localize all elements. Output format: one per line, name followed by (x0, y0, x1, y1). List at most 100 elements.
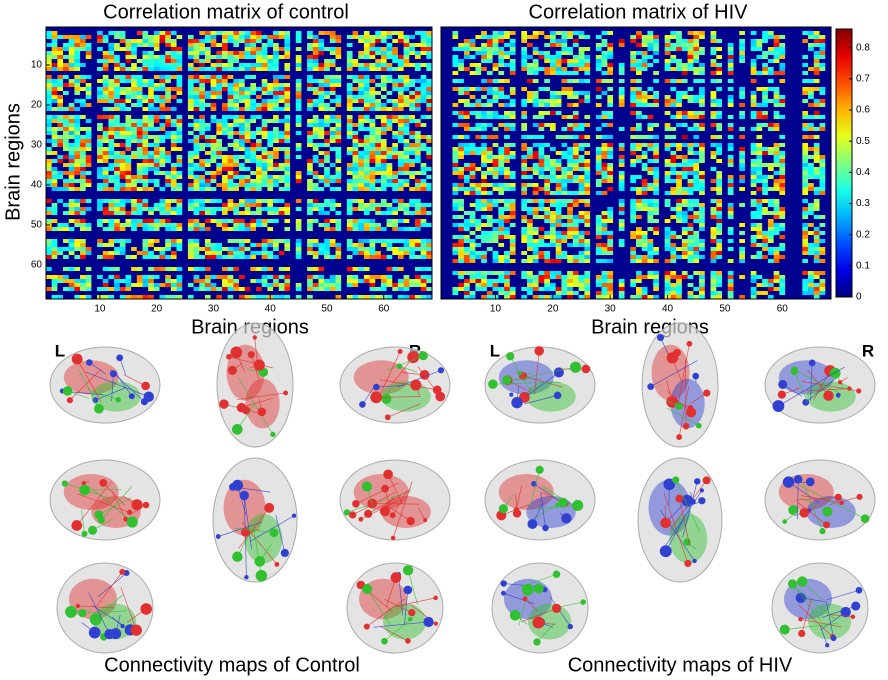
heatmap-cell (148, 111, 155, 116)
heatmap-cell (278, 255, 285, 260)
heatmap-cell (420, 275, 427, 280)
heatmap-cell (204, 47, 211, 52)
heatmap-cell (97, 111, 104, 116)
heatmap-cell (68, 227, 75, 232)
heatmap-cell (57, 195, 64, 200)
heatmap-cell (352, 147, 359, 152)
heatmap-cell (284, 163, 291, 168)
heatmap-cell (91, 255, 98, 260)
heatmap-cell (227, 127, 234, 132)
heatmap-cell (119, 259, 126, 264)
heatmap-cell (148, 59, 155, 64)
heatmap-cell (210, 243, 217, 248)
heatmap-cell (358, 195, 365, 200)
heatmap-cell (125, 283, 132, 288)
heatmap-cell (153, 107, 160, 112)
heatmap-cell (358, 103, 365, 108)
heatmap-cell (380, 255, 387, 260)
heatmap-cell (210, 151, 217, 156)
heatmap-cell (352, 207, 359, 212)
heatmap-cell (392, 163, 399, 168)
heatmap-cell (386, 291, 393, 296)
heatmap-cell (375, 111, 382, 116)
heatmap-cell (727, 27, 734, 32)
heatmap-cell (80, 275, 87, 280)
heatmap-cell (273, 135, 280, 140)
heatmap-cell (102, 79, 109, 84)
heatmap-cell (318, 159, 325, 164)
heatmap-cell (221, 111, 228, 116)
heatmap-cell (273, 251, 280, 256)
heatmap-cell (131, 279, 138, 284)
heatmap-cell (199, 123, 206, 128)
heatmap-cell (51, 191, 58, 196)
heatmap-cell (380, 267, 387, 272)
heatmap-cell (80, 211, 87, 216)
heatmap-cell (114, 115, 121, 120)
heatmap-cell (142, 211, 149, 216)
heatmap-cell (363, 151, 370, 156)
heatmap-cell (85, 223, 92, 228)
heatmap-cell (85, 39, 92, 44)
heatmap-cell (403, 295, 410, 300)
heatmap-cell (307, 255, 314, 260)
heatmap-cell (136, 67, 143, 72)
heatmap-cell (119, 195, 126, 200)
heatmap-cell (80, 99, 87, 104)
heatmap-cell (80, 91, 87, 96)
heatmap-cell (403, 107, 410, 112)
heatmap-cell (403, 215, 410, 220)
heatmap-cell (216, 231, 223, 236)
heatmap-cell (142, 259, 149, 264)
heatmap-cell (380, 111, 387, 116)
heatmap-cell (369, 123, 376, 128)
heatmap-cell (204, 227, 211, 232)
heatmap-cell (125, 79, 132, 84)
heatmap-cell (131, 27, 138, 32)
heatmap-cell (420, 183, 427, 188)
heatmap-cell (335, 275, 342, 280)
heatmap-cell (329, 107, 336, 112)
heatmap-cell (239, 35, 245, 40)
heatmap-cell (363, 247, 370, 252)
heatmap-cell (97, 135, 104, 140)
heatmap-cell (256, 55, 263, 60)
heatmap-cell (392, 79, 399, 84)
heatmap-cell (233, 163, 240, 168)
heatmap-cell (386, 259, 393, 264)
heatmap-cell (74, 155, 81, 160)
heatmap-cell (318, 75, 325, 80)
heatmap-cell (142, 111, 149, 116)
x-tick-label: 20 (151, 304, 163, 315)
heatmap-cell (290, 247, 297, 252)
heatmap-cell (397, 211, 404, 216)
heatmap-cell (481, 43, 488, 48)
heatmap-cell (426, 215, 433, 220)
heatmap-cell (312, 119, 319, 124)
heatmap-cell (63, 35, 70, 40)
heatmap-cell (363, 123, 370, 128)
heatmap-cell (148, 79, 155, 84)
heatmap-cell (346, 243, 353, 248)
heatmap-cell (256, 103, 263, 108)
heatmap-cell (290, 227, 297, 232)
heatmap-cell (148, 151, 155, 156)
heatmap-cell (392, 71, 399, 76)
heatmap-cell (290, 51, 297, 56)
heatmap-cell (284, 243, 291, 248)
heatmap-cell (187, 39, 194, 44)
heatmap-cell (108, 103, 115, 108)
heatmap-cell (324, 155, 331, 160)
heatmap-cell (307, 123, 314, 128)
heatmap-cell (403, 55, 410, 60)
heatmap-cell (426, 59, 433, 64)
heatmap-cell (108, 211, 115, 216)
heatmap-cell (244, 51, 251, 56)
heatmap-cell (261, 75, 268, 80)
heatmap-cell (358, 155, 365, 160)
heatmap-cell (380, 287, 387, 292)
heatmap-cell (216, 251, 223, 256)
heatmap-cell (363, 207, 370, 212)
heatmap-cell (324, 219, 331, 224)
heatmap-cell (256, 287, 263, 292)
